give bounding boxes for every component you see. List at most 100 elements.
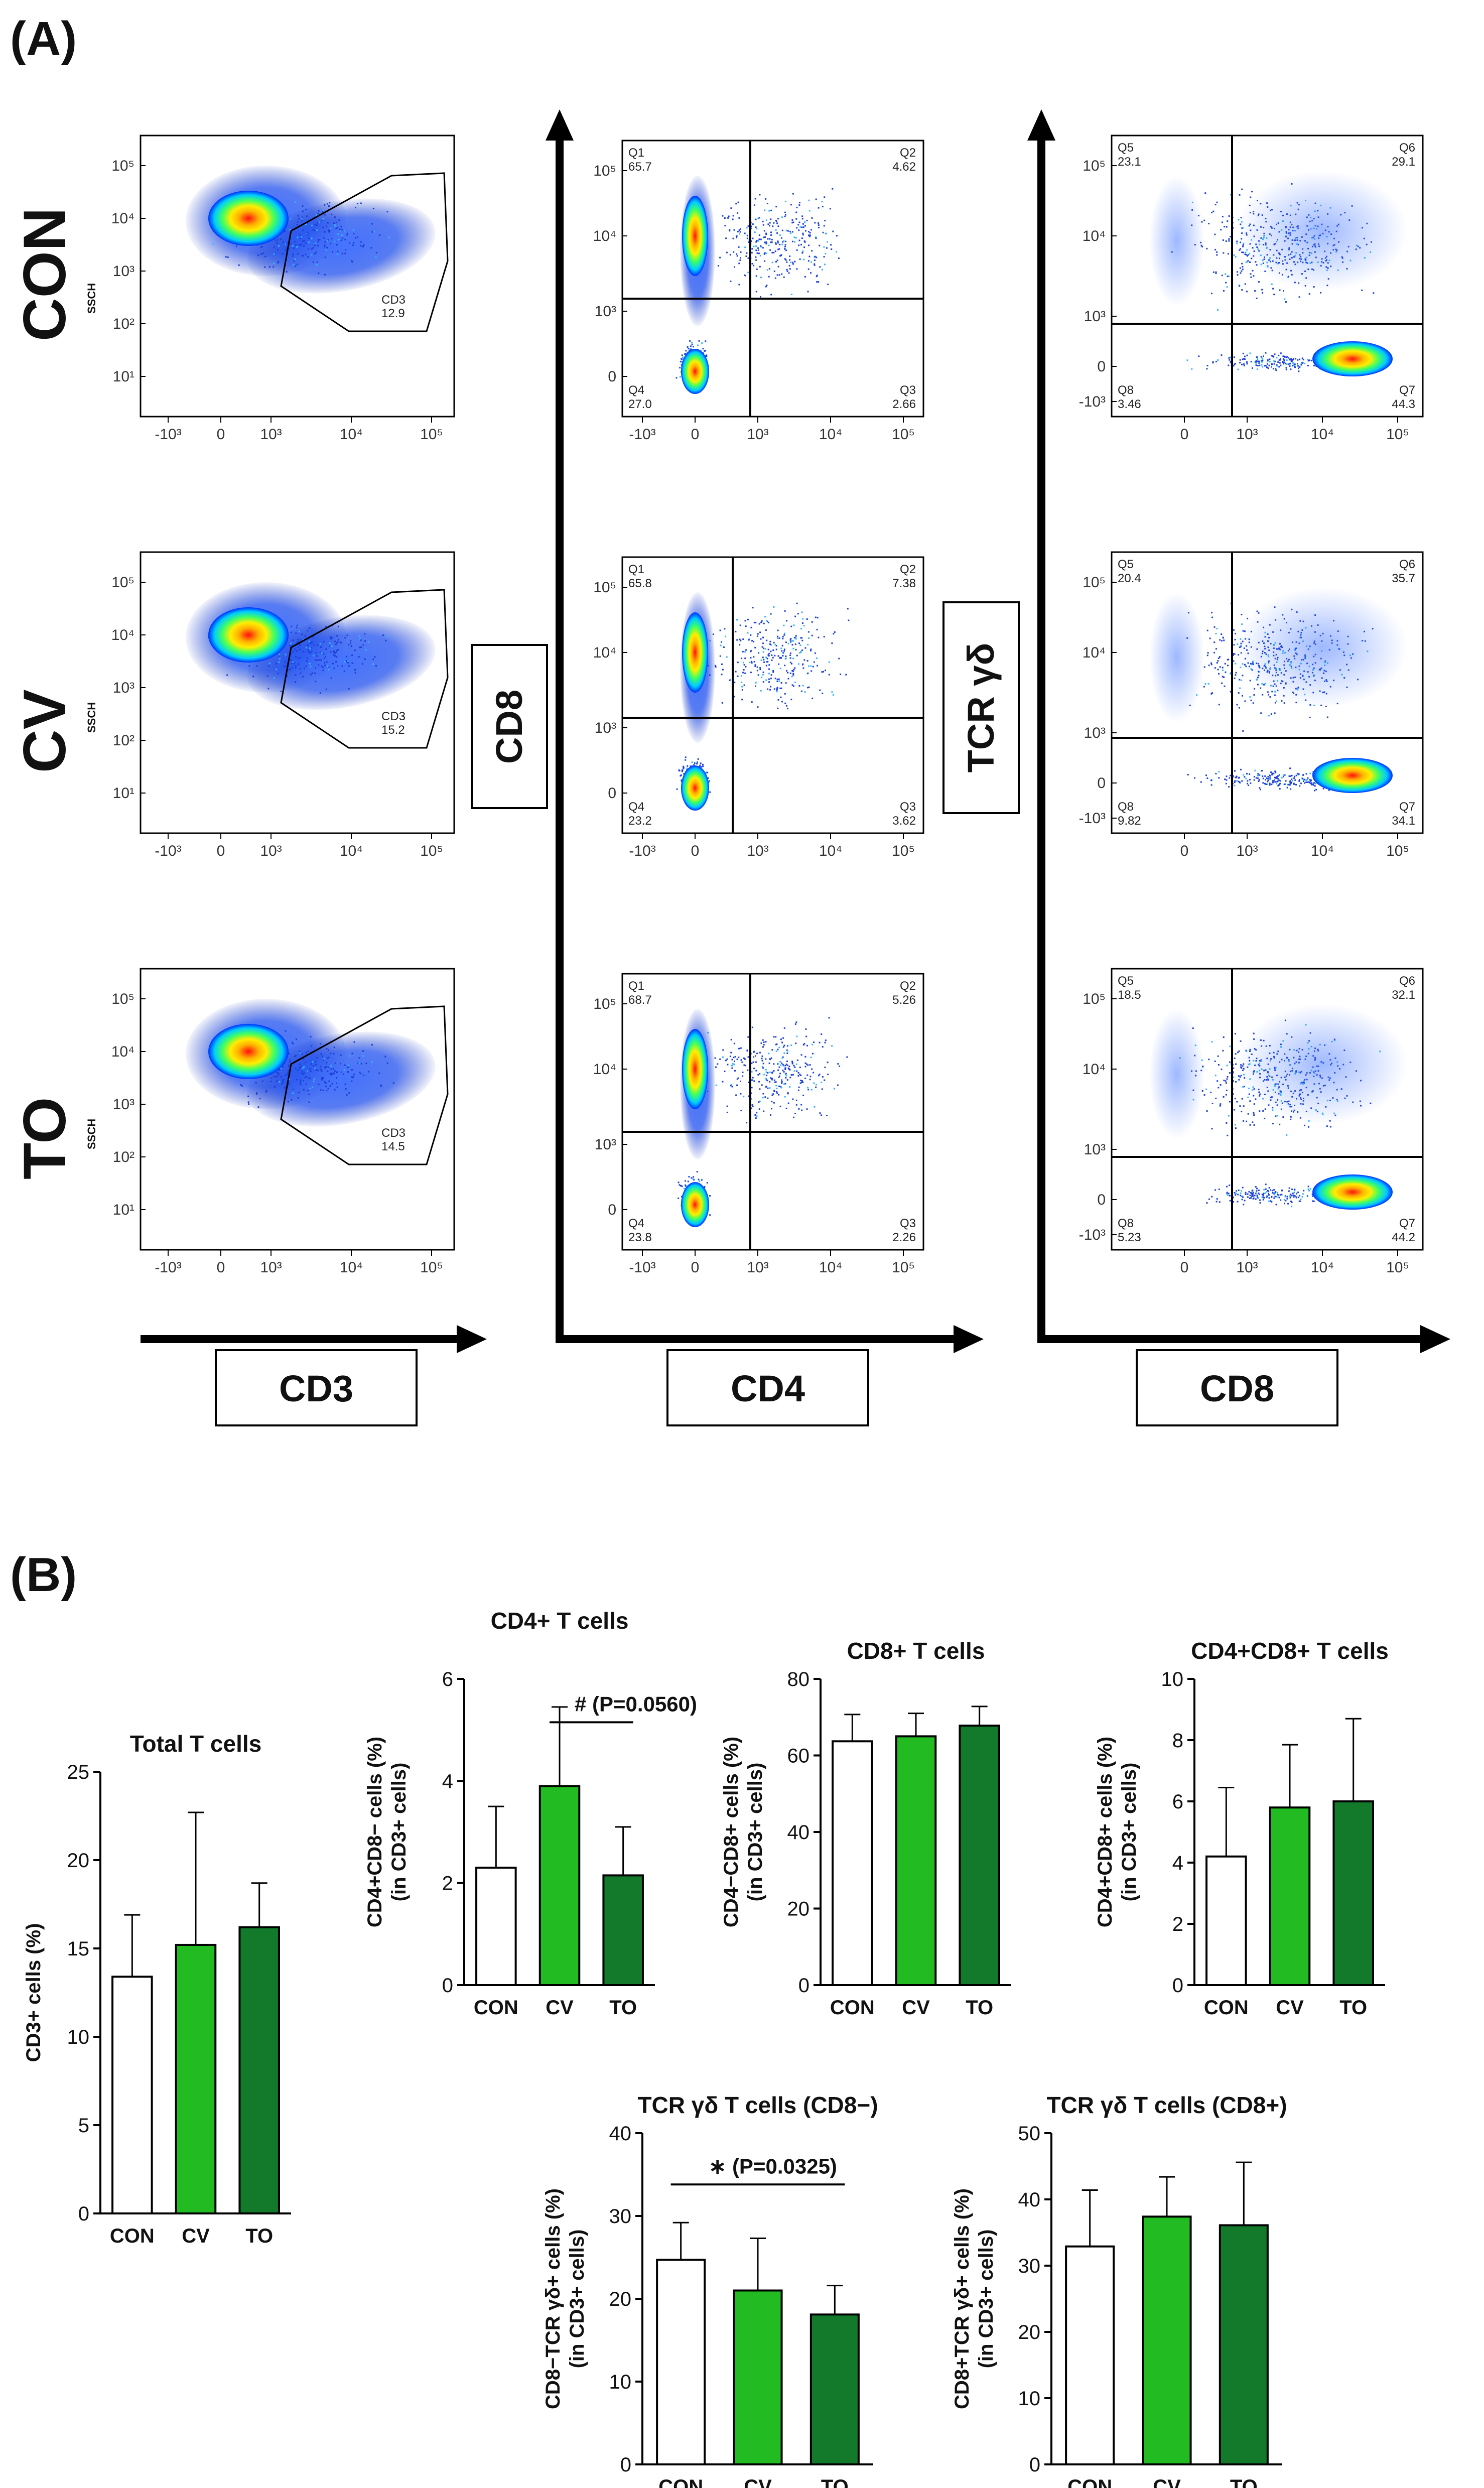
x-tick-label: 10³ (1236, 1259, 1258, 1276)
y-axis-label: (in CD3+ cells) (566, 2230, 588, 2369)
y-tick-label: 2 (442, 1873, 453, 1895)
category-label-con: CON (1067, 2476, 1112, 2488)
x-tick-label: 10⁵ (420, 1259, 443, 1276)
dn-peak (681, 349, 709, 394)
category-label-cv: CV (902, 1997, 930, 2019)
y-tick-label: 10⁵ (111, 574, 134, 591)
chart-title: TCR γδ T cells (CD8+) (1046, 2092, 1287, 2118)
y-tick-label: 10⁴ (111, 210, 134, 227)
x-tick-label: -10³ (629, 1259, 655, 1276)
cd3-gate (280, 589, 449, 749)
q1-value: 65.7 (628, 160, 652, 174)
col2-x-label: CD4 (731, 1368, 805, 1409)
q8-label: Q8 (1118, 1217, 1134, 1230)
q8-label: Q8 (1118, 383, 1134, 397)
q4-label: Q4 (628, 800, 644, 814)
y-tick-label: 0 (1029, 2454, 1040, 2476)
col2-y-label: CD8 (488, 690, 530, 764)
q3-value: 2.66 (892, 398, 916, 411)
x-tick-label: -10³ (155, 1259, 181, 1276)
x-tick-label: 10⁴ (340, 843, 363, 859)
bar-con (832, 1740, 873, 1987)
x-tick-label: 10⁴ (340, 1259, 363, 1276)
y-tick-label: -10³ (1079, 394, 1106, 410)
q2-value: 5.26 (892, 993, 916, 1007)
q7-value: 34.1 (1392, 814, 1415, 828)
dp-cloud (1237, 171, 1408, 291)
bar-to (1332, 1800, 1374, 1986)
gate-value: 14.5 (381, 1140, 405, 1153)
y-tick-label: 10⁵ (111, 158, 134, 174)
y-tick-label: 0 (608, 368, 616, 385)
gd-cloud (1149, 176, 1204, 306)
col2-axis-arrows (546, 109, 984, 1353)
col2-x-label-box: CD4 (666, 1349, 869, 1426)
bar-cv (1269, 1806, 1311, 1986)
y-tick-label: 10⁵ (1083, 991, 1106, 1007)
gd-cloud (1149, 592, 1204, 723)
chart-title: CD8+ T cells (847, 1638, 985, 1664)
col3-x-label-box: CD8 (1136, 1349, 1338, 1426)
x-tick-label: 10⁴ (819, 843, 842, 859)
row-label-con: CON (11, 207, 78, 341)
dn-peak (681, 1182, 709, 1227)
y-tick-label: 10⁵ (1083, 158, 1106, 174)
q5-label: Q5 (1118, 141, 1134, 155)
y-tick-label: 0 (1097, 1192, 1106, 1208)
plot-frame (621, 140, 924, 418)
gate-label: CD3 (381, 293, 406, 307)
category-label-to: TO (821, 2476, 849, 2488)
cd8-peak (1312, 1174, 1393, 1210)
density-peak (208, 607, 289, 663)
col1-x-arrow (141, 1325, 487, 1353)
bar-con (475, 1867, 517, 1987)
bar-con (1205, 1855, 1247, 1987)
y-axis-label: (in CD3+ cells) (1118, 1763, 1140, 1902)
y-tick-label: 4 (442, 1770, 453, 1792)
y-tick-label: 10³ (1084, 1141, 1106, 1158)
y-tick-label: 10² (113, 732, 134, 749)
q6-label: Q6 (1399, 141, 1415, 155)
x-tick-label: 10⁵ (892, 426, 915, 443)
y-tick-label: 0 (608, 785, 616, 802)
y-tick-label: 5 (78, 2115, 89, 2137)
gate-value: 12.9 (381, 307, 405, 320)
x-tick-label: 10³ (747, 426, 768, 443)
y-tick-label: 20 (67, 1850, 90, 1872)
y-axis-label: CD8−TCR γδ+ cells (%) (542, 2188, 564, 2409)
x-tick-label: 10⁴ (819, 1259, 842, 1276)
category-label-to: TO (245, 2225, 273, 2247)
q7-label: Q7 (1399, 800, 1415, 814)
q6-label: Q6 (1399, 558, 1415, 571)
x-tick-label: -10³ (629, 843, 655, 859)
y-tick-label: 10⁴ (1083, 644, 1106, 661)
q2-label: Q2 (900, 146, 916, 160)
y-tick-label: 30 (1018, 2255, 1041, 2277)
y-tick-label: 10³ (595, 1136, 616, 1153)
y-tick-label: 15 (67, 1938, 90, 1960)
ssch-label-con: SSCH (85, 283, 98, 314)
q7-label: Q7 (1399, 383, 1415, 397)
x-tick-label: 0 (217, 1259, 225, 1276)
cd8-peak (682, 612, 708, 693)
category-label-cv: CV (1276, 1997, 1304, 2019)
y-axis-label: CD4+CD8− cells (%) (364, 1737, 386, 1927)
q6-label: Q6 (1399, 974, 1415, 988)
y-tick-label: 0 (798, 1975, 810, 1997)
x-tick-label: 10³ (1236, 843, 1258, 859)
q4-value: 23.8 (628, 1231, 652, 1244)
category-label-con: CON (658, 2476, 703, 2488)
category-label-to: TO (1339, 1997, 1367, 2019)
cd8-peak (682, 1029, 708, 1109)
col3-x-label: CD8 (1200, 1368, 1274, 1409)
category-label-con: CON (110, 2225, 155, 2247)
gate-label: CD3 (381, 1126, 406, 1140)
col1-x-label: CD3 (279, 1368, 353, 1409)
y-tick-label: 10⁴ (111, 627, 134, 643)
plot-frame (621, 556, 924, 834)
y-tick-label: 10¹ (113, 1202, 134, 1218)
y-tick-label: 30 (609, 2205, 632, 2228)
